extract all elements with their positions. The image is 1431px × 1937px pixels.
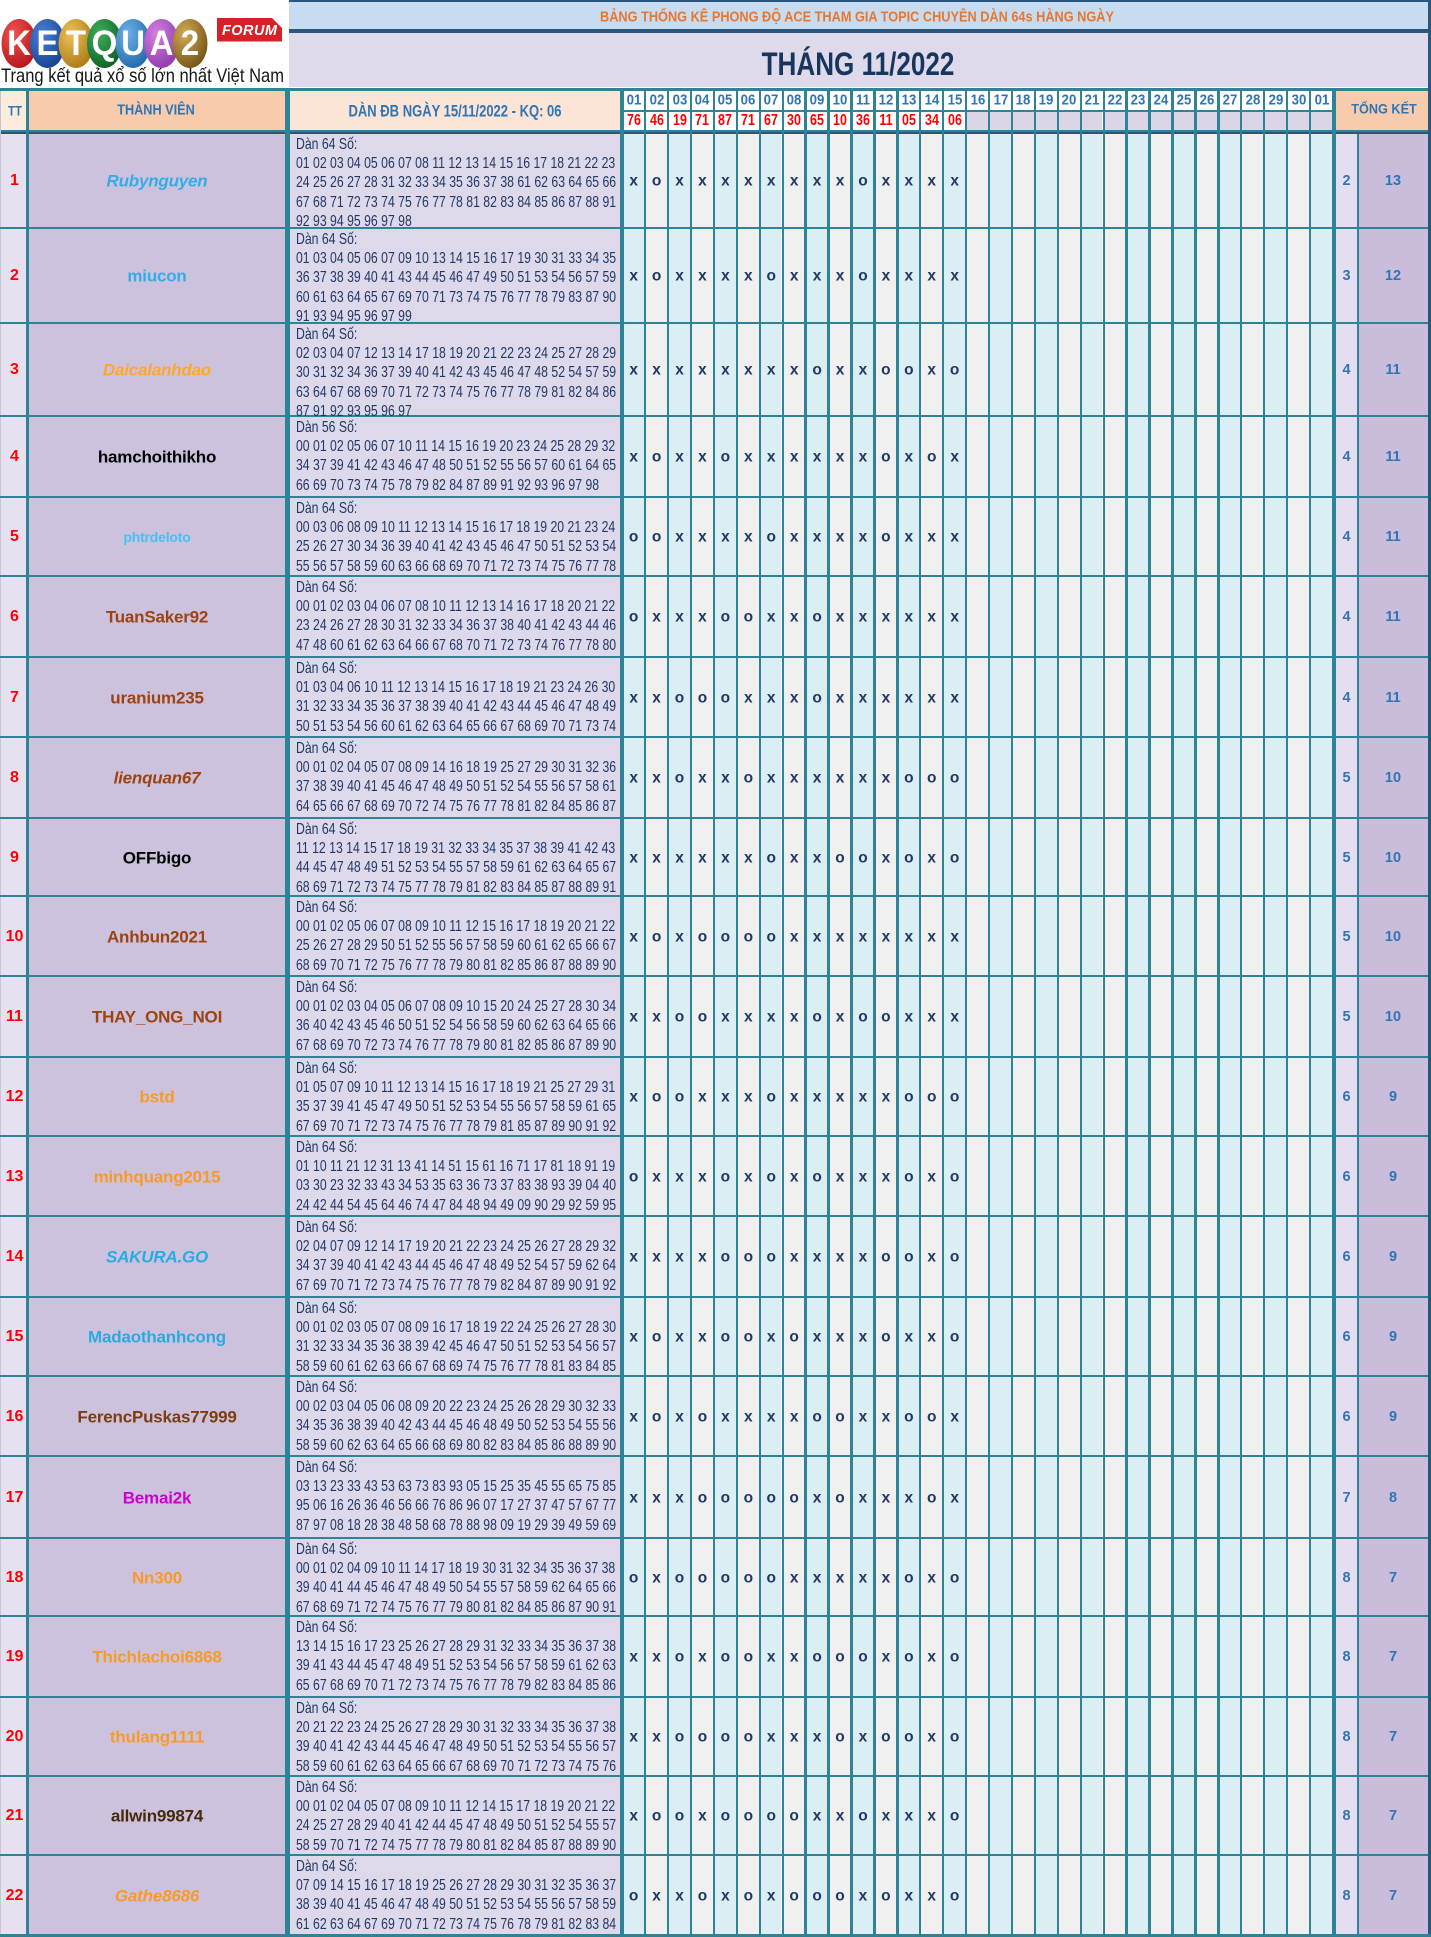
svg-text:T: T bbox=[66, 24, 86, 63]
svg-text:Q: Q bbox=[92, 24, 118, 63]
svg-text:A: A bbox=[150, 24, 174, 63]
svg-text:K: K bbox=[7, 24, 31, 63]
svg-text:U: U bbox=[121, 24, 145, 63]
svg-text:Trang kết quả xổ số lớn nhất V: Trang kết quả xổ số lớn nhất Việt Nam bbox=[1, 65, 284, 87]
svg-text:2: 2 bbox=[181, 24, 199, 63]
svg-text:E: E bbox=[36, 24, 58, 63]
svg-text:FORUM: FORUM bbox=[222, 23, 278, 39]
